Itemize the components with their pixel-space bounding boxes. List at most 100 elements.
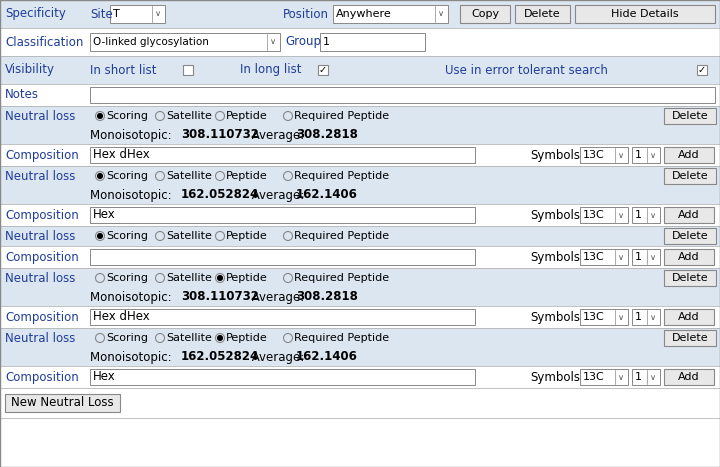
Text: Satellite: Satellite [166,273,212,283]
Text: In short list: In short list [90,64,156,77]
Text: Add: Add [678,372,700,382]
Text: Delete: Delete [672,231,708,241]
Text: Average:: Average: [248,189,308,201]
Text: Delete: Delete [672,333,708,343]
Text: 162.052824: 162.052824 [181,189,259,201]
Text: Satellite: Satellite [166,111,212,121]
Text: Scoring: Scoring [106,333,148,343]
Bar [0,268,720,288]
Text: ∨: ∨ [618,373,624,382]
Text: Required Peptide: Required Peptide [294,333,389,343]
Text: Required Peptide: Required Peptide [294,273,389,283]
Text: 308.2818: 308.2818 [296,290,358,304]
Text: Neutral loss: Neutral loss [5,170,76,183]
Bar [90,207,475,223]
Bar [90,249,475,265]
Bar [515,5,570,23]
Bar [0,306,720,328]
Text: Symbols: Symbols [530,149,580,162]
Text: 13C: 13C [583,252,605,262]
Text: Peptide: Peptide [226,273,268,283]
Text: Delete: Delete [672,111,708,121]
Text: Average:: Average: [248,128,308,142]
Text: Copy: Copy [471,9,499,19]
Text: Scoring: Scoring [106,111,148,121]
Text: Symbols: Symbols [530,311,580,324]
Bar [664,330,716,346]
Text: Use in error tolerant search: Use in error tolerant search [445,64,608,77]
Text: Peptide: Peptide [226,333,268,343]
Bar [664,249,714,265]
Bar [0,144,720,166]
Text: Average:: Average: [248,290,308,304]
Bar [0,366,720,388]
Text: Required Peptide: Required Peptide [294,231,389,241]
Bar [580,249,628,265]
Bar [90,33,280,51]
Text: Monoisotopic:: Monoisotopic: [90,351,176,363]
Bar [580,147,628,163]
Text: Delete: Delete [524,9,561,19]
Bar [5,394,120,412]
Text: Composition: Composition [5,311,78,324]
Text: Scoring: Scoring [106,273,148,283]
Bar [90,147,475,163]
Text: 13C: 13C [583,150,605,160]
Bar [0,166,720,186]
Bar [0,388,720,418]
Text: ∨: ∨ [650,253,656,262]
Text: ∨: ∨ [618,312,624,321]
Bar [664,108,716,124]
Bar [664,369,714,385]
Text: Group: Group [285,35,321,49]
Text: Hide Details: Hide Details [611,9,679,19]
Bar [460,5,510,23]
Text: 1: 1 [323,37,330,47]
Text: Satellite: Satellite [166,171,212,181]
Bar [90,309,475,325]
Bar [0,288,720,306]
Bar [632,369,660,385]
Text: Anywhere: Anywhere [336,9,392,19]
Bar [0,126,720,144]
Circle shape [98,234,102,238]
Bar [90,87,715,103]
Text: Hex dHex: Hex dHex [93,149,150,162]
Text: ∨: ∨ [270,37,276,47]
Text: Add: Add [678,210,700,220]
Bar [183,65,193,75]
Text: 162.052824: 162.052824 [181,351,259,363]
Bar [0,186,720,204]
Bar [664,309,714,325]
Bar [0,84,720,106]
Text: O-linked glycosylation: O-linked glycosylation [93,37,209,47]
Text: Neutral loss: Neutral loss [5,109,76,122]
Text: Add: Add [678,252,700,262]
Text: 1: 1 [635,252,642,262]
Bar [632,147,660,163]
Text: Monoisotopic:: Monoisotopic: [90,290,176,304]
Text: Peptide: Peptide [226,111,268,121]
Text: New Neutral Loss: New Neutral Loss [12,396,114,410]
Bar [575,5,715,23]
Text: Specificity: Specificity [5,7,66,21]
Bar [0,0,720,28]
Text: ∨: ∨ [618,253,624,262]
Text: Add: Add [678,150,700,160]
Text: 13C: 13C [583,372,605,382]
Bar [318,65,328,75]
Bar [632,249,660,265]
Text: Hex: Hex [93,370,116,383]
Text: Composition: Composition [5,208,78,221]
Text: ∨: ∨ [650,150,656,160]
Text: 308.2818: 308.2818 [296,128,358,142]
Bar [0,328,720,348]
Text: Delete: Delete [672,171,708,181]
Text: 13C: 13C [583,210,605,220]
Bar [632,309,660,325]
Text: T: T [113,9,120,19]
Text: ∨: ∨ [650,312,656,321]
Circle shape [217,336,222,340]
Text: ∨: ∨ [650,373,656,382]
Text: ∨: ∨ [155,9,161,19]
